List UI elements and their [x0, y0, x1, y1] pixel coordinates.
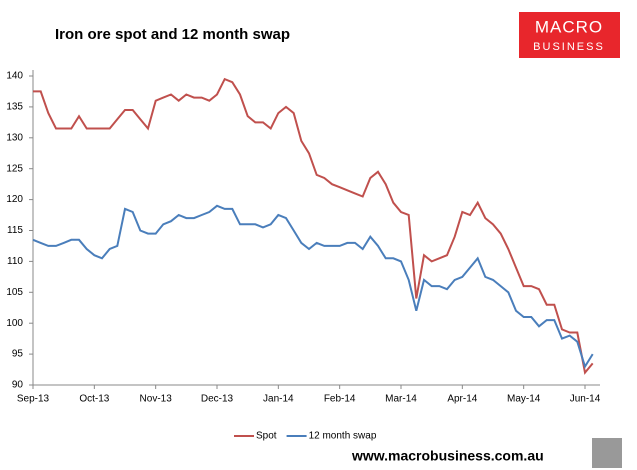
x-tick-label: Sep-13 — [17, 394, 50, 405]
logo-text: MACRO — [535, 17, 603, 36]
y-tick-label: 140 — [6, 71, 23, 82]
x-tick-label: Jan-14 — [263, 394, 294, 405]
footer: www.macrobusiness.com.au — [351, 448, 544, 464]
wolf-icon — [592, 438, 622, 468]
logo-box — [519, 12, 620, 58]
y-tick-label: 120 — [6, 194, 23, 205]
line-series — [33, 77, 594, 375]
x-tick-label: Mar-14 — [385, 394, 417, 405]
chart-title: Iron ore spot and 12 month swap — [55, 26, 290, 43]
x-tick-label: Dec-13 — [201, 394, 234, 405]
y-tick-label: 90 — [12, 380, 24, 391]
y-tick-label: 125 — [6, 163, 23, 174]
x-tick-label: May-14 — [507, 394, 541, 405]
x-tick-label: Feb-14 — [324, 394, 356, 405]
logo-text: BUSINESS — [533, 41, 605, 53]
y-tick-label: 135 — [6, 102, 23, 113]
y-tick-label: 105 — [6, 287, 23, 298]
legend-label: 12 month swap — [309, 431, 377, 442]
y-tick-label: 95 — [12, 349, 24, 360]
y-tick-label: 115 — [7, 225, 23, 236]
legend-label: Spot — [256, 431, 277, 442]
x-tick-label: Oct-13 — [79, 394, 109, 405]
y-tick-label: 130 — [6, 132, 23, 143]
y-tick-label: 110 — [7, 256, 23, 267]
x-tick-label: Nov-13 — [140, 394, 173, 405]
line-series — [32, 204, 594, 369]
y-tick-label: 100 — [6, 318, 23, 329]
x-tick-label: Apr-14 — [447, 394, 477, 405]
x-tick-label: Jun-14 — [570, 394, 601, 405]
